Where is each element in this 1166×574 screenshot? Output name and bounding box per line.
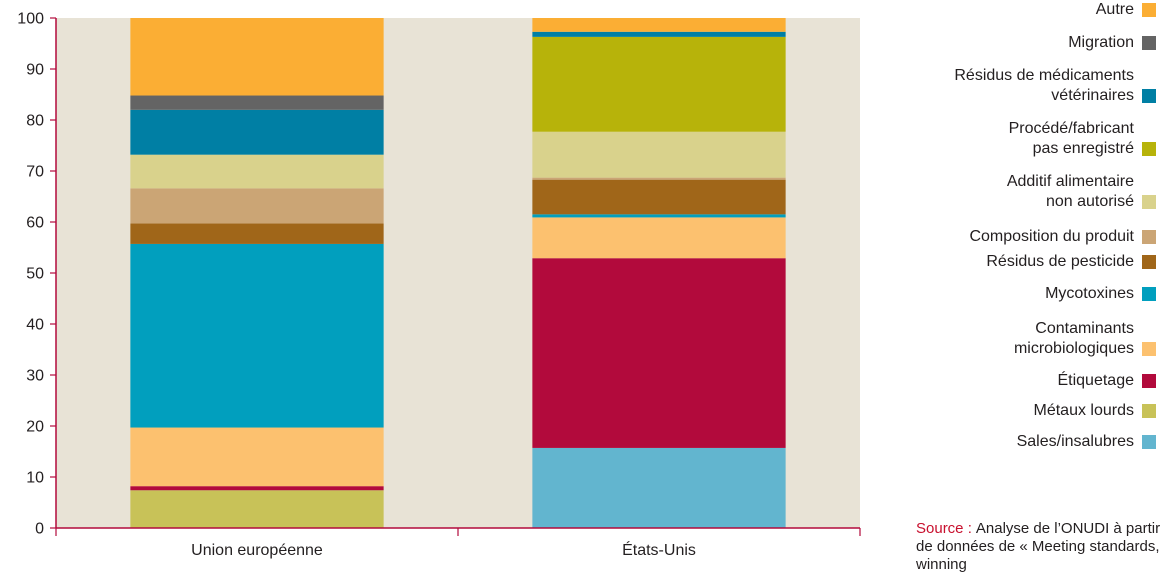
legend-label-9: Étiquetage bbox=[1057, 372, 1134, 389]
y-tick-label-9: 90 bbox=[26, 62, 44, 79]
legend-item-8: Contaminants microbiologiques bbox=[1014, 319, 1156, 359]
y-tick-label-5: 50 bbox=[26, 266, 44, 283]
bar-segment-0-7 bbox=[130, 154, 384, 189]
y-tick-label-3: 30 bbox=[26, 368, 44, 385]
legend-swatch-9 bbox=[1142, 374, 1156, 388]
legend-item-7: Mycotoxines bbox=[1045, 284, 1156, 304]
axes-layer: 0 10 20 30 40 50 60 70 80 90 100 Union européenne Ét… bbox=[17, 11, 861, 559]
y-tick-label-1: 10 bbox=[26, 470, 44, 487]
legend-label-3: Procédé/fabricant pas enregistré bbox=[1008, 120, 1134, 157]
x-category-label-0: Union européenne bbox=[191, 542, 323, 559]
legend-swatch-2 bbox=[1142, 89, 1156, 103]
y-tick-label-10: 100 bbox=[17, 11, 44, 28]
legend-swatch-1 bbox=[1142, 36, 1156, 50]
legend-swatch-3 bbox=[1142, 142, 1156, 156]
source-note: Source : Analyse de l’ONUDI à partir de d… bbox=[916, 520, 1166, 574]
legend-swatch-0 bbox=[1142, 3, 1156, 17]
stacked-bar-chart: 0 10 20 30 40 50 60 70 80 90 100 Union européenne Ét… bbox=[17, 11, 861, 559]
y-tick-label-7: 70 bbox=[26, 164, 44, 181]
legend-swatch-6 bbox=[1142, 255, 1156, 269]
y-tick-label-8: 80 bbox=[26, 113, 44, 130]
legend-label-4: Additif alimentaire non autorisé bbox=[1006, 173, 1134, 210]
bar-segment-1-2 bbox=[532, 258, 786, 448]
legend-swatch-8 bbox=[1142, 342, 1156, 356]
legend-item-11: Sales/insalubres bbox=[1017, 432, 1156, 452]
bar-segment-1-3 bbox=[532, 217, 786, 259]
legend-label-8: Contaminants microbiologiques bbox=[1013, 320, 1134, 357]
legend-item-1: Migration bbox=[1068, 33, 1156, 53]
source-label: Source : bbox=[916, 520, 972, 537]
legend-item-3: Procédé/fabricant pas enregistré bbox=[1009, 119, 1156, 159]
bar-segment-1-4 bbox=[532, 214, 786, 218]
bar-segment-1-5 bbox=[532, 179, 786, 215]
legend: Autre Migration Résidus de médicaments vété… bbox=[900, 0, 1166, 561]
bar-segment-1-9 bbox=[532, 31, 786, 37]
legend-label-6: Résidus de pesticide bbox=[986, 253, 1134, 270]
legend-label-0: Autre bbox=[1095, 1, 1134, 18]
bar-segment-0-9 bbox=[130, 109, 384, 155]
legend-label-5: Composition du produit bbox=[969, 228, 1134, 245]
legend-label-7: Mycotoxines bbox=[1045, 285, 1134, 302]
legend-item-2: Résidus de médicaments vétérinaires bbox=[954, 66, 1156, 106]
legend-swatch-10 bbox=[1142, 404, 1156, 418]
legend-swatch-11 bbox=[1142, 435, 1156, 449]
bar-segment-0-4 bbox=[130, 243, 384, 428]
bar-segment-0-6 bbox=[130, 188, 384, 224]
bar-segment-0-1 bbox=[130, 490, 384, 528]
legend-item-9: Étiquetage bbox=[1057, 371, 1156, 391]
legend-item-5: Composition du produit bbox=[969, 227, 1156, 247]
bar-segment-0-3 bbox=[130, 427, 384, 487]
bar-segment-1-7 bbox=[532, 131, 786, 178]
bar-segment-0-10 bbox=[130, 95, 384, 110]
bar-segment-1-11 bbox=[532, 18, 786, 32]
bar-segment-0-5 bbox=[130, 223, 384, 244]
legend-item-10: Métaux lourds bbox=[1033, 401, 1156, 421]
y-tick-label-4: 40 bbox=[26, 317, 44, 334]
legend-label-11: Sales/insalubres bbox=[1016, 433, 1134, 450]
x-category-label-1: États-Unis bbox=[622, 540, 696, 559]
legend-label-1: Migration bbox=[1068, 34, 1134, 51]
legend-swatch-4 bbox=[1142, 195, 1156, 209]
bar-segment-1-6 bbox=[532, 177, 786, 180]
bar-segment-0-2 bbox=[130, 486, 384, 491]
bar-segment-1-0 bbox=[532, 447, 786, 528]
legend-label-2: Résidus de médicaments vétérinaires bbox=[954, 67, 1134, 104]
bar-segment-1-8 bbox=[532, 36, 786, 132]
legend-label-10: Métaux lourds bbox=[1033, 402, 1135, 419]
y-tick-label-6: 60 bbox=[26, 215, 44, 232]
legend-swatch-5 bbox=[1142, 230, 1156, 244]
bar-segment-0-11 bbox=[130, 18, 384, 96]
legend-item-0: Autre bbox=[1096, 0, 1156, 20]
y-tick-label-2: 20 bbox=[26, 419, 44, 436]
legend-item-4: Additif alimentaire non autorisé bbox=[1007, 172, 1156, 212]
bars-layer bbox=[130, 18, 786, 528]
legend-item-6: Résidus de pesticide bbox=[986, 252, 1156, 272]
legend-swatch-7 bbox=[1142, 287, 1156, 301]
y-tick-label-0: 0 bbox=[35, 521, 44, 538]
